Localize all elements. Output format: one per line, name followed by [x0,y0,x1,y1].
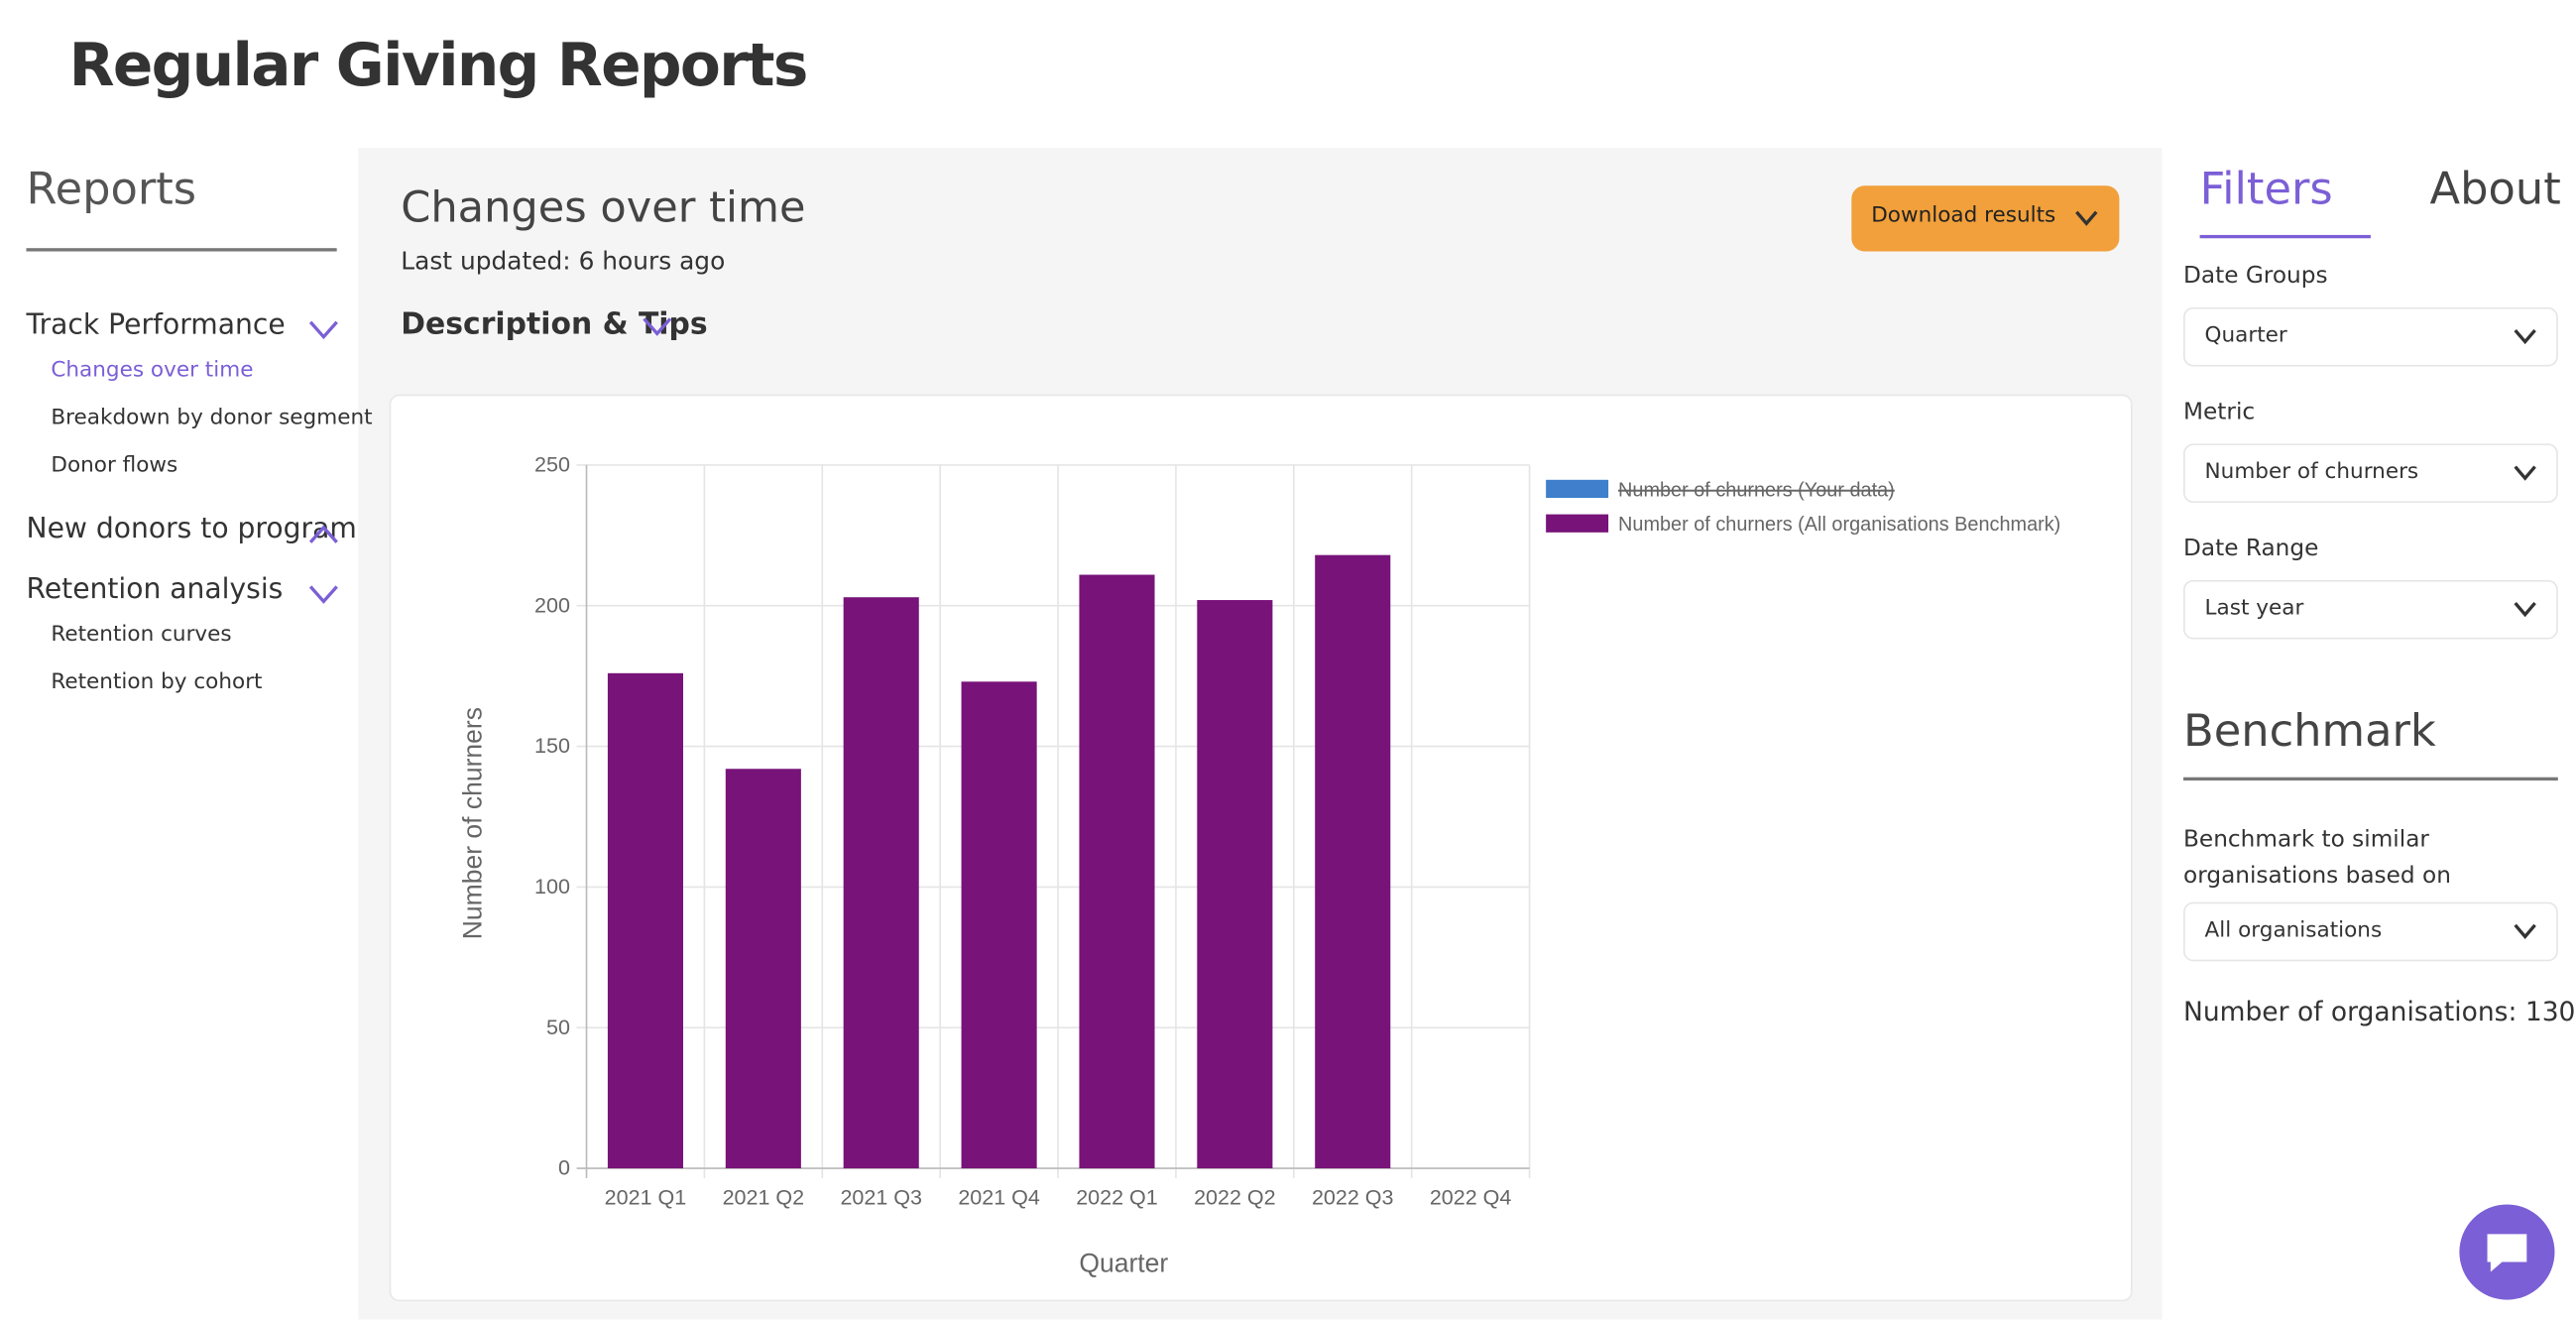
nav-item[interactable]: Retention by cohort [51,670,263,695]
chart: 0 50 100 150 200 250 2021 Q1 2021 Q2 2021 Q3 2021… [457,453,2060,1278]
select[interactable]: Quarter [2183,306,2558,367]
x-tick-label: 2021 Q1 [605,1186,687,1210]
benchmark-select[interactable]: All organisations [2183,901,2558,962]
benchmark-heading: Benchmark [2183,706,2436,758]
nav-item[interactable]: Changes over time [51,358,254,384]
nav-item[interactable]: Retention curves [51,622,232,648]
chevron [2075,210,2098,226]
last-updated: Last updated: 6 hours ago [401,246,726,277]
chevron [643,317,672,336]
select-value: All organisations [2204,918,2383,944]
select-value: Last year [2204,596,2304,622]
bar [1197,600,1273,1169]
legend-swatch [1546,479,1609,499]
legend-label: Number of churners (All organisations Be… [1618,514,2060,536]
x-tick-label: 2021 Q4 [958,1186,1040,1210]
nav-item[interactable]: Donor flows [51,453,178,479]
field-label: Date Range [2183,536,2319,562]
chat-icon [2487,1234,2527,1272]
sidebar-heading: Reports [26,164,197,216]
y-tick-label: 250 [534,453,570,477]
x-tick-label: 2022 Q2 [1194,1186,1276,1210]
y-tick-label: 100 [534,875,570,899]
bar [1315,554,1391,1169]
bar [843,597,919,1169]
description-toggle[interactable]: Description & Tips [401,306,708,342]
nav-group[interactable]: New donors to program [26,512,357,546]
select-value: Number of churners [2204,459,2419,485]
divider [26,248,337,252]
select[interactable]: Last year [2183,579,2558,640]
field-label: Date Groups [2183,263,2328,290]
x-tick-label: 2022 Q3 [1312,1186,1394,1210]
nav-group[interactable]: Track Performance [26,308,286,342]
y-tick-label: 200 [534,593,570,617]
field-label: Metric [2183,399,2256,426]
tab-underline [2199,234,2371,239]
bar [607,672,683,1169]
organisation-count: Number of organisations: 130 [2183,996,2576,1027]
y-axis-label: Number of churners [457,707,487,939]
legend-swatch [1546,514,1609,533]
tab[interactable]: Filters [2199,164,2333,216]
bar [1079,574,1155,1169]
y-tick-label: 0 [558,1156,570,1180]
legend-label: Number of churners (Your data) [1618,479,1895,501]
select[interactable]: Number of churners [2183,443,2558,504]
x-axis-label: Quarter [1079,1248,1168,1277]
bar [961,681,1037,1169]
chevron [307,582,340,605]
y-tick-label: 50 [546,1016,570,1039]
chevron [2514,328,2536,345]
chevron [2514,602,2536,618]
x-tick-label: 2021 Q3 [840,1186,922,1210]
nav-group[interactable]: Retention analysis [26,573,284,607]
chevron [2514,465,2536,481]
benchmark-label: Benchmark to similar organisations based… [2183,826,2451,890]
report-title: Changes over time [401,183,806,234]
x-tick-label: 2022 Q1 [1076,1186,1158,1210]
divider [2183,777,2558,781]
y-tick-label: 150 [534,734,570,758]
tab[interactable]: About [2429,164,2561,216]
download-button[interactable]: Download results [1851,185,2120,252]
nav-item[interactable]: Breakdown by donor segment [51,406,373,431]
x-tick-label: 2021 Q2 [723,1186,805,1210]
button-label: Download results [1871,203,2056,229]
select-value: Quarter [2204,323,2287,349]
chevron [307,521,340,543]
page-title: Regular Giving Reports [68,33,809,101]
chat-button[interactable] [2459,1204,2555,1300]
bar [725,769,801,1169]
x-tick-label: 2022 Q4 [1430,1186,1512,1210]
chevron [307,317,340,340]
chevron [2514,923,2536,939]
